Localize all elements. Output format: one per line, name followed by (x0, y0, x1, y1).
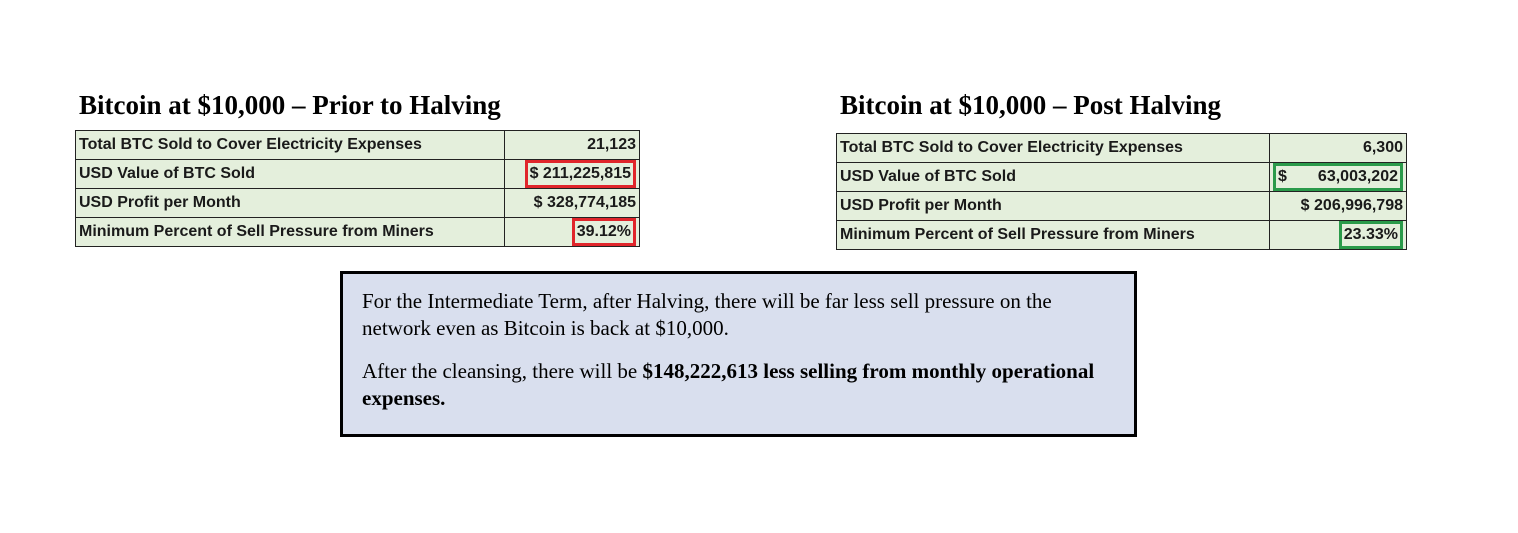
highlight-box-red: $ 211,225,815 (524, 160, 636, 188)
row-label: USD Value of BTC Sold (836, 162, 1270, 192)
note-paragraph-1: For the Intermediate Term, after Halving… (362, 289, 1052, 340)
highlight-box-green: 23.33% (1338, 221, 1403, 249)
row-value: 6,300 (1269, 133, 1407, 163)
row-label: Total BTC Sold to Cover Electricity Expe… (836, 133, 1270, 163)
note-paragraph-2: After the cleansing, there will be $148,… (362, 358, 1124, 412)
table-row: USD Profit per Month $ 206,996,798 (836, 191, 1407, 221)
prior-halving-table: Total BTC Sold to Cover Electricity Expe… (75, 130, 640, 247)
post-halving-table: Total BTC Sold to Cover Electricity Expe… (836, 133, 1407, 250)
table-row: Minimum Percent of Sell Pressure from Mi… (75, 217, 640, 247)
table-row: Total BTC Sold to Cover Electricity Expe… (75, 130, 640, 160)
row-value: $ 206,996,798 (1269, 191, 1407, 221)
table-row: Total BTC Sold to Cover Electricity Expe… (836, 133, 1407, 163)
table-row: USD Profit per Month $ 328,774,185 (75, 188, 640, 218)
currency-symbol: $ (1278, 168, 1287, 185)
row-value: $ 328,774,185 (504, 188, 640, 218)
row-label: USD Value of BTC Sold (75, 159, 505, 189)
highlight-box-green: $ 63,003,202 (1273, 163, 1403, 191)
post-halving-title: Bitcoin at $10,000 – Post Halving (840, 90, 1222, 120)
row-value: $ 63,003,202 (1269, 162, 1407, 192)
summary-note-box: For the Intermediate Term, after Halving… (340, 271, 1137, 437)
row-value: 39.12% (504, 217, 640, 247)
row-label: Total BTC Sold to Cover Electricity Expe… (75, 130, 505, 160)
table-row: USD Value of BTC Sold $ 63,003,202 (836, 162, 1407, 192)
row-label: USD Profit per Month (836, 191, 1270, 221)
prior-halving-title: Bitcoin at $10,000 – Prior to Halving (79, 90, 501, 120)
table-row: Minimum Percent of Sell Pressure from Mi… (836, 220, 1407, 250)
row-label: Minimum Percent of Sell Pressure from Mi… (836, 220, 1270, 250)
row-label: USD Profit per Month (75, 188, 505, 218)
table-row: USD Value of BTC Sold $ 211,225,815 (75, 159, 640, 189)
currency-amount: 63,003,202 (1317, 168, 1398, 185)
highlight-box-red: 39.12% (571, 218, 636, 246)
row-label: Minimum Percent of Sell Pressure from Mi… (75, 217, 505, 247)
row-value: $ 211,225,815 (504, 159, 640, 189)
row-value: 21,123 (504, 130, 640, 160)
note-bold-text: $148,222,613 less selling from monthly o… (362, 359, 1095, 410)
row-value: 23.33% (1269, 220, 1407, 250)
note-text: After the cleansing, there will be (362, 359, 643, 383)
